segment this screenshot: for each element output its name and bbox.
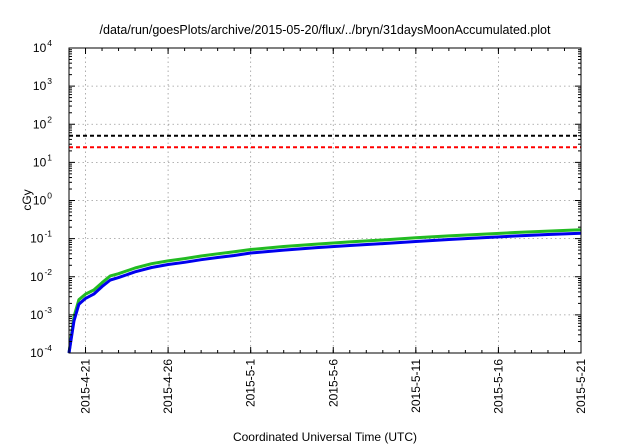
x-axis-label: Coordinated Universal Time (UTC)	[233, 430, 417, 444]
y-tick-exponent: -4	[44, 343, 52, 353]
y-tick-exponent: 0	[47, 191, 52, 201]
series-line	[67, 228, 582, 354]
y-tick-label: 10-3	[30, 305, 52, 322]
y-axis-label: cGy	[20, 189, 34, 210]
reference-lines	[69, 134, 581, 149]
x-tick-label: 2015-4-26	[161, 359, 175, 414]
y-tick-exponent: 3	[47, 76, 52, 86]
x-axis: 2015-4-21 2015-4-26 2015-5-1 2015-5-6 2015-5…	[68, 48, 588, 414]
y-tick-label: 101	[33, 152, 52, 169]
y-tick-exponent: 4	[47, 38, 52, 48]
y-tick-exponent: 1	[47, 152, 52, 162]
series-line	[67, 231, 582, 354]
y-tick-exponent: -1	[44, 229, 52, 239]
x-tick-label: 2015-5-1	[244, 359, 258, 407]
x-tick-label: 2015-5-16	[491, 359, 505, 414]
y-tick-exponent: 2	[47, 114, 52, 124]
series-lines	[67, 228, 582, 354]
y-tick-label: 103	[33, 76, 52, 93]
y-tick-label: 102	[33, 114, 52, 131]
y-tick-label: 10-1	[30, 229, 52, 246]
y-tick-label: 100	[33, 191, 52, 208]
x-tick-label: 2015-5-21	[574, 359, 588, 414]
x-tick-label: 2015-5-11	[409, 359, 423, 413]
y-tick-label: 104	[33, 38, 52, 55]
grid	[69, 48, 581, 353]
y-tick-exponent: -3	[44, 305, 52, 315]
x-tick-label: 2015-5-6	[326, 359, 340, 407]
y-tick-exponent: -2	[44, 267, 52, 277]
y-tick-label: 10-2	[30, 267, 52, 284]
x-tick-label: 2015-4-21	[79, 359, 93, 414]
chart-title: /data/run/goesPlots/archive/2015-05-20/f…	[100, 23, 551, 37]
y-tick-label: 10-4	[30, 343, 52, 360]
